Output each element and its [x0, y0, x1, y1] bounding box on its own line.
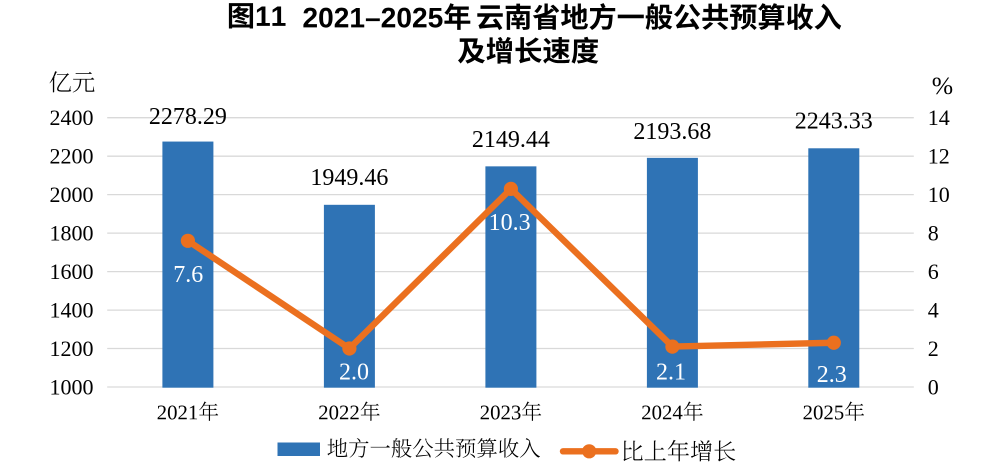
svg-text:1600: 1600 — [50, 259, 94, 284]
svg-text:2.0: 2.0 — [339, 360, 369, 386]
svg-text:1200: 1200 — [50, 336, 94, 361]
svg-text:8: 8 — [928, 220, 939, 245]
svg-text:1800: 1800 — [50, 220, 94, 245]
svg-text:7.6: 7.6 — [173, 262, 203, 288]
svg-text:2: 2 — [928, 336, 939, 361]
svg-text:12: 12 — [928, 144, 950, 169]
svg-text:2193.68: 2193.68 — [633, 119, 711, 145]
svg-text:0: 0 — [928, 374, 939, 399]
svg-text:2400: 2400 — [50, 105, 94, 130]
svg-text:2000: 2000 — [50, 182, 94, 207]
svg-text:1400: 1400 — [50, 297, 94, 322]
svg-text:2.1: 2.1 — [656, 360, 686, 386]
svg-text:4: 4 — [928, 297, 939, 322]
svg-text:2278.29: 2278.29 — [149, 104, 227, 130]
svg-text:14: 14 — [928, 105, 950, 130]
svg-text:2149.44: 2149.44 — [472, 127, 550, 153]
svg-text:1949.46: 1949.46 — [310, 165, 388, 191]
svg-text:10: 10 — [928, 182, 950, 207]
svg-text:2243.33: 2243.33 — [795, 109, 873, 135]
svg-text:2200: 2200 — [50, 144, 94, 169]
svg-text:1000: 1000 — [50, 374, 94, 399]
svg-text:6: 6 — [928, 259, 939, 284]
svg-text:10.3: 10.3 — [489, 210, 531, 236]
svg-text:2.3: 2.3 — [817, 362, 847, 388]
svg-text:%: % — [932, 71, 953, 100]
